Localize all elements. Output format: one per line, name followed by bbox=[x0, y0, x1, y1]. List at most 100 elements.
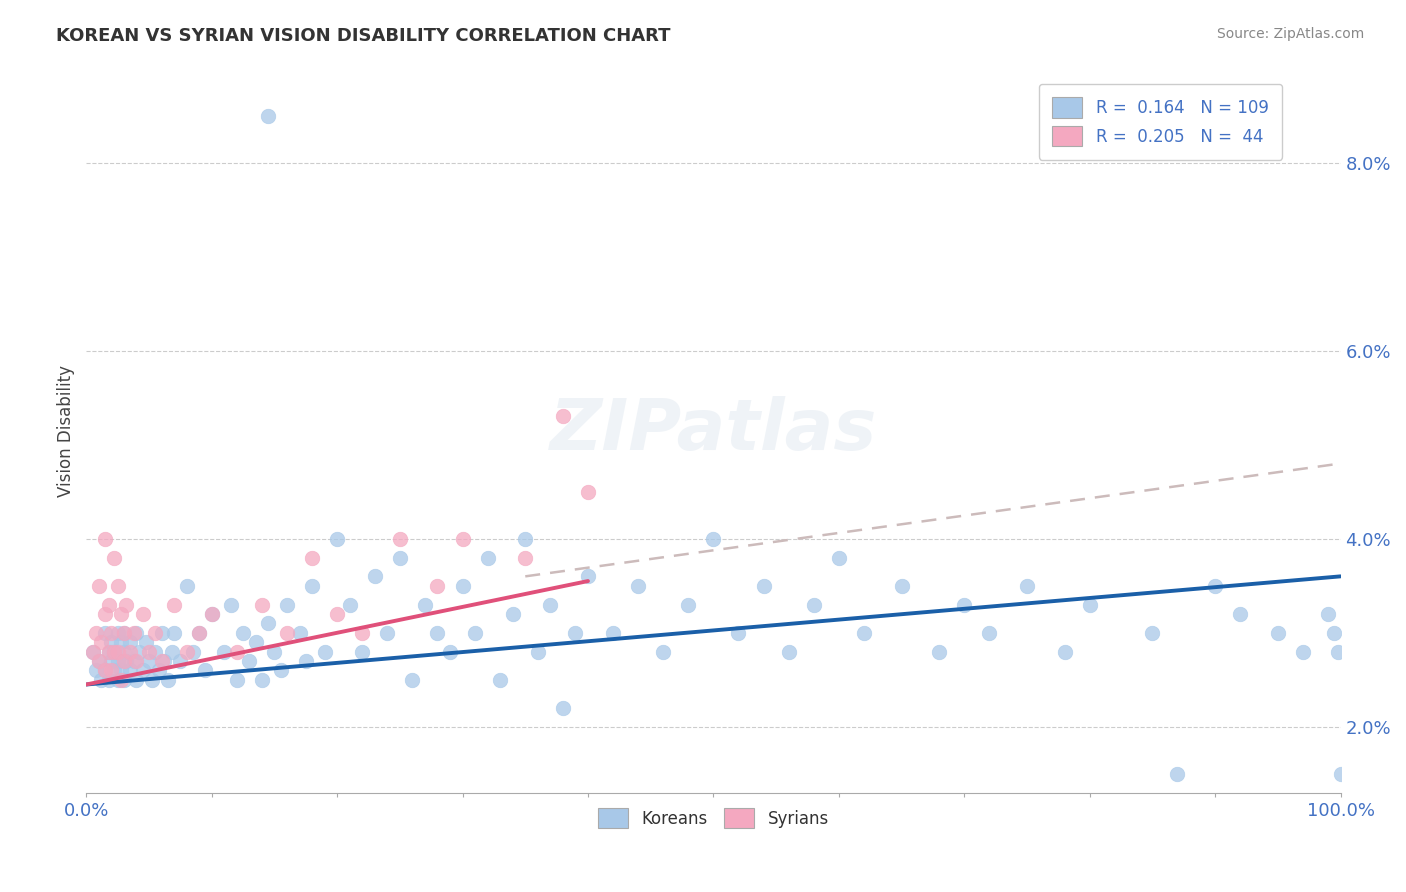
Text: Source: ZipAtlas.com: Source: ZipAtlas.com bbox=[1216, 27, 1364, 41]
Point bbox=[352, 644, 374, 658]
Point bbox=[87, 654, 110, 668]
Point bbox=[120, 635, 142, 649]
Point bbox=[225, 673, 247, 687]
Point bbox=[112, 625, 135, 640]
Point bbox=[276, 598, 298, 612]
Point bbox=[928, 644, 950, 658]
Point bbox=[326, 532, 349, 546]
Point bbox=[1329, 767, 1351, 781]
Point bbox=[132, 664, 155, 678]
Point bbox=[564, 625, 586, 640]
Point bbox=[576, 484, 599, 499]
Point bbox=[150, 654, 173, 668]
Point bbox=[97, 644, 120, 658]
Point bbox=[426, 625, 449, 640]
Point bbox=[176, 644, 198, 658]
Point bbox=[477, 550, 499, 565]
Point bbox=[125, 654, 148, 668]
Point bbox=[148, 664, 170, 678]
Point bbox=[122, 625, 145, 640]
Point bbox=[94, 664, 117, 678]
Point bbox=[627, 579, 650, 593]
Point bbox=[100, 625, 122, 640]
Point bbox=[238, 654, 260, 668]
Point bbox=[1267, 625, 1289, 640]
Point bbox=[97, 673, 120, 687]
Point bbox=[1229, 607, 1251, 621]
Point bbox=[160, 644, 183, 658]
Point bbox=[1204, 579, 1226, 593]
Point bbox=[97, 598, 120, 612]
Point bbox=[326, 607, 349, 621]
Point bbox=[1053, 644, 1076, 658]
Point bbox=[125, 625, 148, 640]
Point bbox=[576, 569, 599, 583]
Point bbox=[82, 644, 104, 658]
Point bbox=[551, 409, 574, 424]
Point bbox=[752, 579, 775, 593]
Point bbox=[1327, 644, 1350, 658]
Point bbox=[176, 579, 198, 593]
Point bbox=[138, 644, 160, 658]
Point bbox=[94, 607, 117, 621]
Point bbox=[110, 607, 132, 621]
Point bbox=[1078, 598, 1101, 612]
Point bbox=[702, 532, 724, 546]
Point bbox=[103, 644, 125, 658]
Point bbox=[364, 569, 387, 583]
Point bbox=[86, 664, 108, 678]
Point bbox=[94, 664, 117, 678]
Point bbox=[107, 644, 129, 658]
Point bbox=[515, 532, 537, 546]
Point bbox=[122, 654, 145, 668]
Point bbox=[388, 532, 411, 546]
Text: ZIPatlas: ZIPatlas bbox=[550, 396, 877, 465]
Legend: Koreans, Syrians: Koreans, Syrians bbox=[592, 801, 835, 835]
Point bbox=[602, 625, 624, 640]
Point bbox=[194, 664, 217, 678]
Point bbox=[401, 673, 423, 687]
Point bbox=[112, 673, 135, 687]
Point bbox=[110, 664, 132, 678]
Point bbox=[112, 625, 135, 640]
Point bbox=[163, 625, 186, 640]
Point bbox=[125, 673, 148, 687]
Point bbox=[150, 625, 173, 640]
Point bbox=[727, 625, 749, 640]
Point bbox=[219, 598, 242, 612]
Point bbox=[301, 550, 323, 565]
Point bbox=[778, 644, 800, 658]
Point bbox=[413, 598, 436, 612]
Point bbox=[339, 598, 361, 612]
Point bbox=[375, 625, 398, 640]
Point bbox=[107, 654, 129, 668]
Point bbox=[103, 664, 125, 678]
Point bbox=[803, 598, 825, 612]
Point bbox=[153, 654, 176, 668]
Point bbox=[678, 598, 700, 612]
Point bbox=[90, 673, 112, 687]
Point bbox=[138, 654, 160, 668]
Point bbox=[270, 664, 292, 678]
Point bbox=[135, 635, 157, 649]
Point bbox=[132, 607, 155, 621]
Point bbox=[890, 579, 912, 593]
Point bbox=[276, 625, 298, 640]
Point bbox=[1015, 579, 1038, 593]
Y-axis label: Vision Disability: Vision Disability bbox=[58, 365, 75, 497]
Point bbox=[388, 550, 411, 565]
Point bbox=[451, 532, 474, 546]
Point bbox=[250, 673, 273, 687]
Point bbox=[87, 579, 110, 593]
Point bbox=[120, 644, 142, 658]
Point bbox=[527, 644, 550, 658]
Point bbox=[112, 654, 135, 668]
Point bbox=[143, 625, 166, 640]
Point bbox=[82, 644, 104, 658]
Point bbox=[86, 625, 108, 640]
Point bbox=[128, 644, 150, 658]
Point bbox=[502, 607, 524, 621]
Point bbox=[169, 654, 191, 668]
Point bbox=[107, 625, 129, 640]
Point bbox=[103, 644, 125, 658]
